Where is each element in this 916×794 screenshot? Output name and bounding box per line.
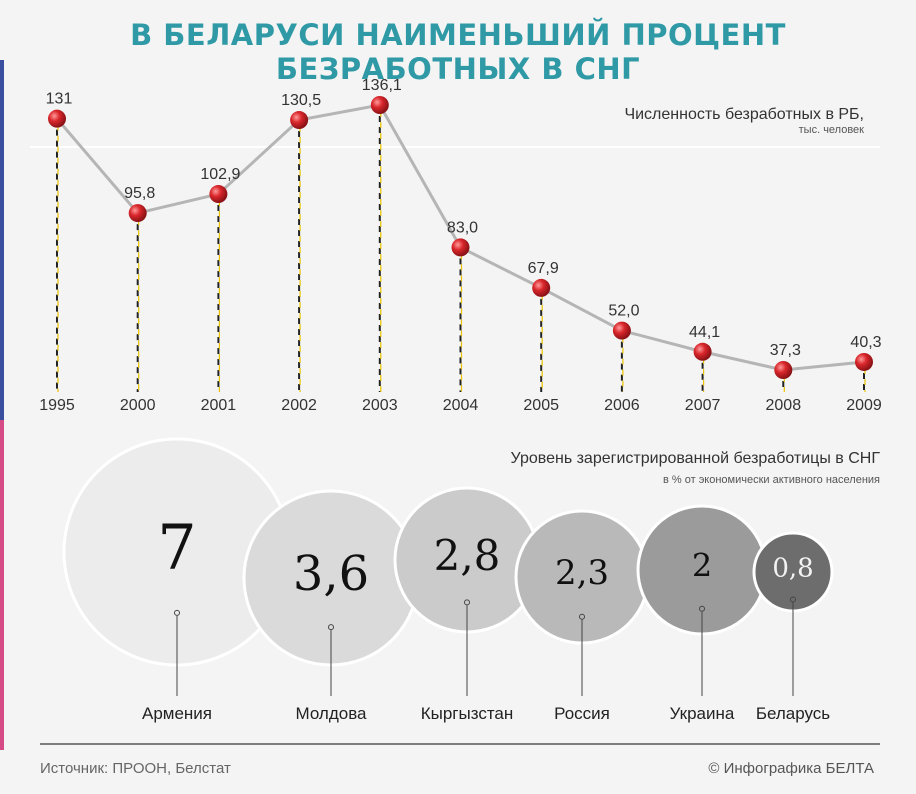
data-point-2004 xyxy=(451,238,470,257)
connector-dot xyxy=(579,613,585,620)
x-tick-2000: 2000 xyxy=(120,397,156,414)
x-tick-2003: 2003 xyxy=(362,397,398,414)
country-label-Кыргызстан: Кыргызстан xyxy=(421,704,514,723)
bubble-chart-unit: в % от экономически активного населения xyxy=(662,474,880,486)
infographic-title: В БЕЛАРУСИ НАИМЕНЬШИЙ ПРОЦЕНТ БЕЗРАБОТНЫ… xyxy=(130,18,786,86)
data-label-1995: 131 xyxy=(46,91,73,108)
connector-dot xyxy=(464,599,470,606)
data-point-2008 xyxy=(774,361,793,379)
x-tick-2008: 2008 xyxy=(766,397,802,414)
bubble-value-Беларусь: 0,8 xyxy=(772,554,813,584)
connector-dot xyxy=(174,609,180,616)
bubble-value-Россия: 2,3 xyxy=(555,553,609,593)
connector-dot xyxy=(699,605,705,612)
credit-note: © Инфографика БЕЛТА xyxy=(708,760,874,777)
data-point-2003 xyxy=(370,96,389,114)
x-tick-2005: 2005 xyxy=(523,397,559,414)
connector-dot xyxy=(328,624,334,631)
accent-bar-bottom xyxy=(0,420,4,750)
data-label-2008: 37,3 xyxy=(770,342,801,359)
source-note: Источник: ПРООН, Белстат xyxy=(40,760,231,777)
country-label-Россия: Россия xyxy=(554,704,610,723)
accent-bar-top xyxy=(0,60,4,420)
data-label-2003: 136,1 xyxy=(362,77,402,94)
data-point-2002 xyxy=(290,111,309,130)
data-point-1995 xyxy=(48,109,66,128)
data-label-2006: 52,0 xyxy=(608,303,639,320)
country-label-Украина: Украина xyxy=(670,704,735,723)
x-tick-2001: 2001 xyxy=(201,397,237,414)
x-tick-2004: 2004 xyxy=(443,397,479,414)
data-label-2004: 83,0 xyxy=(447,219,478,236)
x-tick-2002: 2002 xyxy=(281,397,317,414)
data-point-2005 xyxy=(532,278,551,297)
connector-dot xyxy=(790,596,796,603)
data-label-2007: 44,1 xyxy=(689,324,720,341)
country-label-Молдова: Молдова xyxy=(295,704,367,723)
data-label-2009: 40,3 xyxy=(850,334,881,351)
line-chart-title: Численность безработных в РБ, xyxy=(624,106,864,123)
x-tick-1995: 1995 xyxy=(39,397,75,414)
bubble-value-Армения: 7 xyxy=(157,510,196,583)
bubble-value-Молдова: 3,6 xyxy=(293,546,369,602)
data-point-2006 xyxy=(612,321,631,340)
data-label-2001: 102,9 xyxy=(200,166,240,183)
bubble-value-Кыргызстан: 2,8 xyxy=(434,531,501,580)
x-tick-2006: 2006 xyxy=(604,397,640,414)
country-label-Армения: Армения xyxy=(142,704,212,723)
data-point-2007 xyxy=(693,342,712,361)
x-tick-2007: 2007 xyxy=(685,397,721,414)
data-label-2002: 130,5 xyxy=(281,92,321,109)
x-tick-2009: 2009 xyxy=(846,397,882,414)
data-point-2001 xyxy=(209,185,228,204)
country-label-Беларусь: Беларусь xyxy=(756,704,830,723)
data-point-2000 xyxy=(128,204,147,223)
data-point-2009 xyxy=(855,352,873,371)
data-label-2005: 67,9 xyxy=(528,260,559,277)
bubble-chart-title: Уровень зарегистрированной безработицы в… xyxy=(510,450,880,467)
bubble-value-Украина: 2 xyxy=(692,547,712,585)
line-chart-unit: тыс. человек xyxy=(798,124,864,136)
data-label-2000: 95,8 xyxy=(124,185,155,202)
